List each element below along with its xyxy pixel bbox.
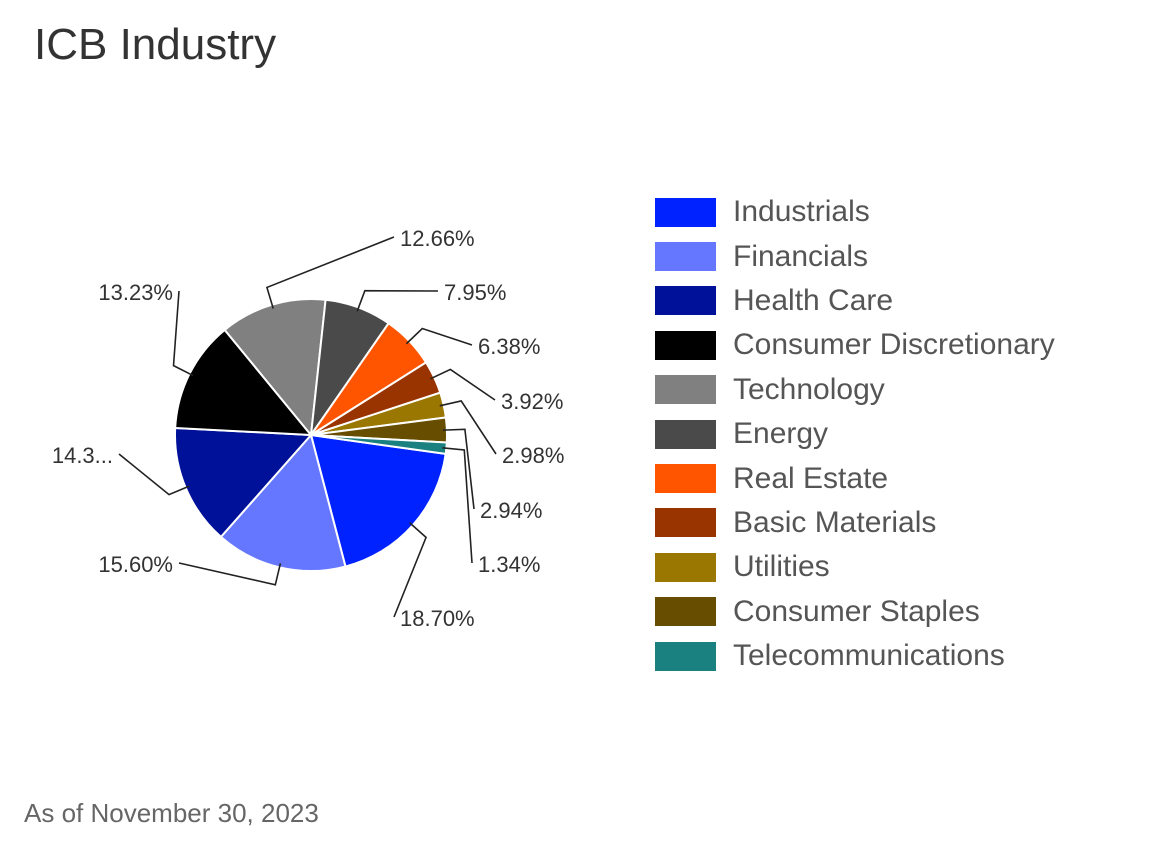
leader-line-technology bbox=[265, 236, 395, 309]
legend-label: Industrials bbox=[733, 195, 870, 229]
legend-item-basic-materials[interactable]: Basic Materials bbox=[655, 501, 1055, 545]
data-label-financials: 15.60% bbox=[98, 552, 173, 577]
legend-label: Real Estate bbox=[733, 461, 889, 495]
legend-label: Energy bbox=[733, 417, 829, 451]
leader-line-utilities bbox=[439, 400, 497, 455]
leader-line-energy bbox=[356, 289, 439, 312]
legend-item-consumer-discretionary[interactable]: Consumer Discretionary bbox=[655, 323, 1055, 367]
legend-item-industrials[interactable]: Industrials bbox=[655, 190, 1055, 234]
legend-swatch bbox=[655, 242, 716, 272]
legend-swatch bbox=[655, 641, 716, 671]
legend-swatch bbox=[655, 552, 716, 582]
data-label-industrials: 18.70% bbox=[400, 606, 475, 631]
legend-swatch bbox=[655, 286, 716, 316]
legend: Industrials Financials Health Care Consumer… bbox=[655, 190, 1055, 678]
leader-line-real-estate bbox=[405, 327, 473, 346]
legend-item-utilities[interactable]: Utilities bbox=[655, 545, 1055, 589]
legend-label: Technology bbox=[733, 372, 885, 406]
legend-swatch bbox=[655, 464, 716, 494]
legend-swatch bbox=[655, 508, 716, 538]
legend-swatch bbox=[655, 419, 716, 449]
leader-line-financials bbox=[178, 562, 282, 586]
legend-swatch bbox=[655, 375, 716, 405]
legend-item-financials[interactable]: Financials bbox=[655, 234, 1055, 278]
legend-item-technology[interactable]: Technology bbox=[655, 368, 1055, 412]
legend-item-consumer-staples[interactable]: Consumer Staples bbox=[655, 590, 1055, 634]
legend-swatch bbox=[655, 597, 716, 627]
legend-label: Consumer Discretionary bbox=[733, 328, 1055, 362]
pie-chart: 18.70% 15.60% 14.3... 13.23% 12.66% 7.95% 6.38… bbox=[52, 226, 565, 631]
legend-item-real-estate[interactable]: Real Estate bbox=[655, 456, 1055, 500]
leader-line-consumer-staples bbox=[442, 428, 475, 510]
legend-item-telecommunications[interactable]: Telecommunications bbox=[655, 634, 1055, 678]
legend-swatch bbox=[655, 330, 716, 360]
legend-label: Health Care bbox=[733, 283, 894, 317]
legend-item-energy[interactable]: Energy bbox=[655, 412, 1055, 456]
chart-title: ICB Industry bbox=[34, 20, 277, 69]
legend-swatch bbox=[655, 197, 716, 227]
legend-item-health-care[interactable]: Health Care bbox=[655, 279, 1055, 323]
legend-label: Telecommunications bbox=[733, 639, 1005, 673]
data-label-consumer-staples: 2.94% bbox=[480, 498, 542, 523]
legend-label: Financials bbox=[733, 239, 869, 273]
legend-label: Consumer Staples bbox=[733, 594, 980, 628]
leader-line-health-care bbox=[118, 453, 190, 496]
data-label-health-care: 14.3... bbox=[52, 443, 113, 468]
data-label-telecommunications: 1.34% bbox=[478, 552, 540, 577]
data-label-consumer-discretionary: 13.23% bbox=[98, 280, 173, 305]
leader-line-telecommunications bbox=[442, 447, 473, 564]
leader-line-consumer-discretionary bbox=[172, 290, 194, 377]
leader-line-industrials bbox=[393, 522, 428, 618]
data-label-energy: 7.95% bbox=[444, 280, 506, 305]
legend-label: Utilities bbox=[733, 550, 830, 584]
legend-label: Basic Materials bbox=[733, 505, 937, 539]
data-label-utilities: 2.98% bbox=[502, 443, 564, 468]
data-label-basic-materials: 3.92% bbox=[501, 389, 563, 414]
leader-line-basic-materials bbox=[430, 368, 496, 401]
data-label-technology: 12.66% bbox=[400, 226, 475, 251]
as-of-date: As of November 30, 2023 bbox=[24, 798, 319, 828]
data-label-real-estate: 6.38% bbox=[478, 334, 540, 359]
